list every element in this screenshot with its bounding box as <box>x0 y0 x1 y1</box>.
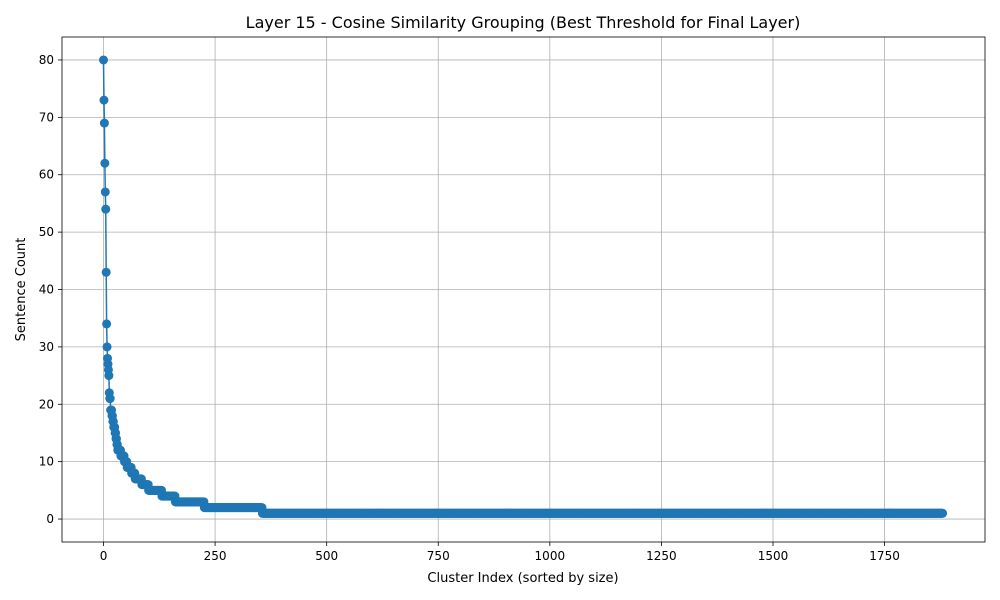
x-tick-label: 250 <box>204 549 227 563</box>
y-tick-label: 80 <box>39 53 54 67</box>
series-path <box>102 59 943 515</box>
data-point <box>100 187 110 197</box>
y-axis-label: Sentence Count <box>14 238 29 342</box>
series-line <box>102 59 943 515</box>
y-tick-label: 20 <box>39 397 54 411</box>
data-point <box>99 95 109 105</box>
x-tick-label: 1000 <box>535 549 566 563</box>
y-tick-label: 30 <box>39 340 54 354</box>
y-axis: 0 10 20 30 40 50 60 70 80 <box>39 53 62 526</box>
x-tick-label: 1250 <box>646 549 677 563</box>
grid-lines <box>62 37 985 542</box>
y-tick-label: 50 <box>39 225 54 239</box>
data-point <box>102 342 112 352</box>
data-point <box>101 267 111 277</box>
data-point <box>99 55 109 65</box>
x-tick-label: 1500 <box>758 549 789 563</box>
data-point <box>99 118 109 128</box>
y-tick-label: 40 <box>39 283 54 297</box>
x-tick-label: 0 <box>100 549 108 563</box>
y-tick-label: 70 <box>39 110 54 124</box>
data-point <box>105 394 115 404</box>
x-tick-label: 750 <box>427 549 450 563</box>
x-axis-label: Cluster Index (sorted by size) <box>427 571 618 586</box>
data-point <box>104 371 114 381</box>
data-point <box>102 319 112 329</box>
data-point <box>938 508 948 518</box>
data-point <box>101 204 111 214</box>
y-tick-label: 0 <box>46 512 54 526</box>
y-tick-label: 60 <box>39 168 54 182</box>
x-axis: 0 250 500 750 1000 1250 1500 1750 <box>100 542 900 563</box>
x-tick-label: 1750 <box>869 549 900 563</box>
data-point <box>100 158 110 168</box>
chart-title: Layer 15 - Cosine Similarity Grouping (B… <box>246 13 801 32</box>
data-points <box>99 55 948 518</box>
y-tick-label: 10 <box>39 455 54 469</box>
x-tick-label: 500 <box>315 549 338 563</box>
